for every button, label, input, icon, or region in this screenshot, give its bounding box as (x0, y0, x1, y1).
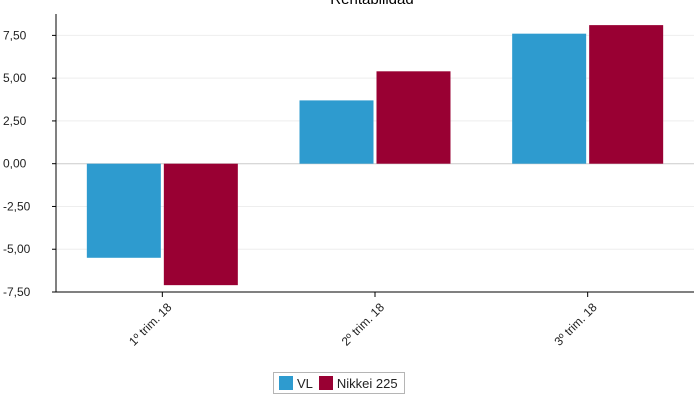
x-axis-ticks: 1º trim. 18 2º trim. 18 3º trim. 18 (126, 300, 600, 349)
y-tick-label: 5,00 (3, 71, 27, 85)
bar (376, 71, 451, 164)
y-tick-label: 7,50 (3, 28, 27, 42)
legend-item-vl[interactable]: VL (279, 376, 313, 391)
legend-label-nikkei: Nikkei 225 (336, 375, 398, 391)
bar (512, 33, 587, 164)
axes (52, 14, 694, 297)
legend-swatch-nikkei (318, 376, 333, 390)
y-tick-label: 2,50 (3, 114, 27, 128)
y-tick-label: 0,00 (3, 157, 27, 171)
bars (86, 25, 664, 286)
legend-item-nikkei[interactable]: Nikkei 225 (318, 375, 398, 391)
legend: VL Nikkei 225 (273, 372, 405, 394)
legend-label-vl: VL (297, 375, 313, 391)
bar (299, 100, 374, 164)
y-tick-label: -2,50 (3, 199, 31, 213)
y-axis-ticks: 7,50 5,00 2,50 0,00 -2,50 -5,00 -7,50 (3, 28, 31, 299)
legend-swatch-vl (279, 376, 293, 390)
y-tick-label: -7,50 (3, 285, 31, 299)
bar (86, 163, 161, 258)
y-tick-label: -5,00 (3, 242, 31, 256)
x-tick-label: 2º trim. 18 (339, 300, 388, 349)
bar (163, 163, 238, 286)
bar (589, 25, 664, 164)
x-tick-label: 3º trim. 18 (551, 300, 600, 349)
chart-title: Rentabilidad (330, 0, 413, 8)
x-tick-label: 1º trim. 18 (126, 300, 175, 349)
